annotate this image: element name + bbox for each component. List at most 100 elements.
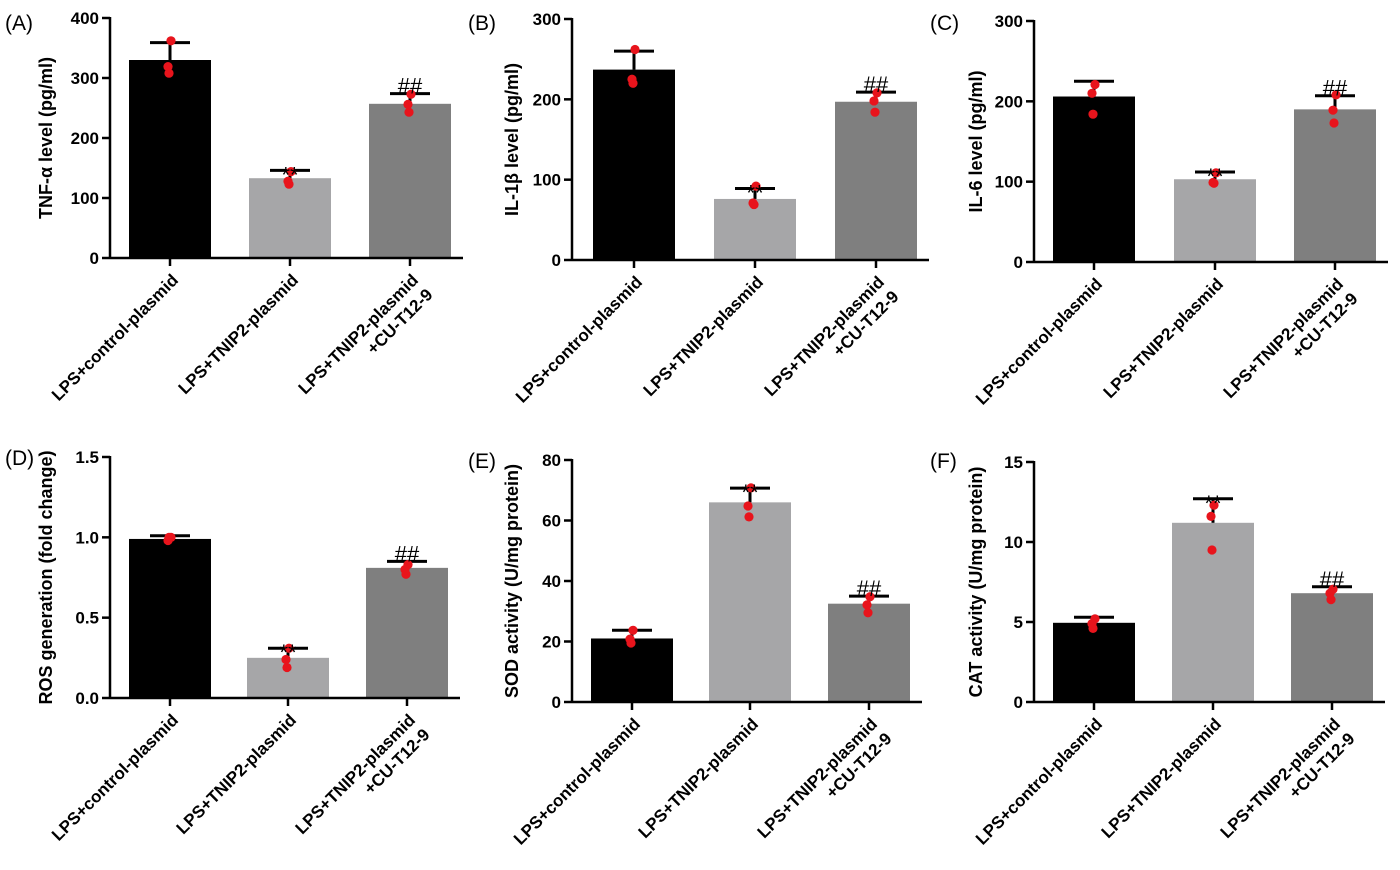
x-tick-label-line: LPS+control-plasmid bbox=[972, 715, 1106, 849]
data-point bbox=[1329, 118, 1339, 128]
x-tick-label: LPS+TNIP2-plasmid bbox=[175, 271, 302, 398]
bar bbox=[249, 178, 331, 258]
y-tick-label: 1.0 bbox=[75, 528, 99, 547]
y-tick-label: 300 bbox=[71, 69, 99, 88]
data-point bbox=[284, 643, 294, 653]
x-tick-label: LPS+TNIP2-plasmid+CU-T12-9 bbox=[292, 711, 434, 853]
significance-label: ** bbox=[741, 480, 759, 505]
y-tick-label: 100 bbox=[995, 173, 1023, 192]
data-point bbox=[869, 96, 879, 106]
data-point bbox=[628, 625, 638, 635]
bar bbox=[709, 502, 791, 702]
significance-label: ## bbox=[864, 72, 889, 97]
x-tick-label: LPS+TNIP2-plasmid bbox=[173, 711, 300, 838]
x-tick-label: LPS+TNIP2-plasmid bbox=[640, 273, 767, 400]
data-point bbox=[863, 608, 873, 618]
x-tick-label: LPS+TNIP2-plasmid+CU-T12-9 bbox=[754, 715, 896, 857]
bar bbox=[1174, 179, 1256, 262]
x-tick-label-line: LPS+TNIP2-plasmid bbox=[640, 273, 767, 400]
bar bbox=[1053, 622, 1135, 702]
x-tick-label: LPS+TNIP2-plasmid bbox=[1100, 275, 1227, 402]
y-axis-label: SOD activity (U/mg protein) bbox=[502, 464, 522, 698]
y-tick-label: 100 bbox=[533, 171, 561, 190]
bar bbox=[366, 567, 448, 698]
data-point bbox=[870, 107, 880, 117]
significance-label: ** bbox=[281, 162, 299, 187]
data-point bbox=[628, 78, 638, 88]
significance-label: ** bbox=[746, 181, 764, 206]
y-tick-label: 100 bbox=[71, 189, 99, 208]
x-tick-label-line: LPS+control-plasmid bbox=[48, 711, 182, 845]
y-axis-label: CAT activity (U/mg protein) bbox=[966, 467, 986, 698]
significance-label: ## bbox=[857, 576, 882, 601]
data-point bbox=[1211, 168, 1221, 178]
y-tick-label: 400 bbox=[71, 9, 99, 28]
data-point bbox=[746, 483, 756, 493]
x-tick-label-line: LPS+TNIP2-plasmid bbox=[1217, 715, 1344, 842]
y-tick-label: 20 bbox=[542, 633, 561, 652]
y-tick-label: 60 bbox=[542, 512, 561, 531]
y-tick-label: 0.0 bbox=[75, 689, 99, 708]
x-tick-label-line: LPS+TNIP2-plasmid bbox=[295, 271, 422, 398]
y-tick-label: 15 bbox=[1004, 453, 1023, 472]
y-tick-label: 40 bbox=[542, 572, 561, 591]
data-point bbox=[1209, 500, 1219, 510]
x-tick-label: LPS+control-plasmid bbox=[972, 275, 1106, 409]
chart-panel: (D) ** ## 0.0 0.5 1.0 1.5 ROS generation (fold … bbox=[5, 447, 460, 853]
y-tick-label: 80 bbox=[542, 451, 561, 470]
data-point bbox=[282, 662, 292, 673]
y-tick-label: 0 bbox=[552, 693, 561, 712]
data-point bbox=[751, 181, 761, 191]
bar bbox=[1294, 109, 1376, 262]
x-tick-label: LPS+control-plasmid bbox=[512, 273, 646, 407]
data-point bbox=[403, 99, 413, 109]
x-tick-label-line: LPS+control-plasmid bbox=[48, 271, 182, 405]
y-tick-label: 1.5 bbox=[75, 448, 99, 467]
y-axis-label: IL-6 level (pg/ml) bbox=[966, 70, 986, 212]
bar bbox=[828, 603, 910, 702]
x-tick-label: LPS+TNIP2-plasmid bbox=[1098, 715, 1225, 842]
significance-label: ## bbox=[1323, 76, 1348, 101]
data-point bbox=[401, 569, 411, 579]
panel-label: (D) bbox=[5, 447, 34, 470]
y-tick-label: 0 bbox=[90, 249, 99, 268]
data-point bbox=[404, 107, 414, 117]
y-tick-label: 200 bbox=[533, 90, 561, 109]
panel-label: (F) bbox=[930, 450, 957, 473]
data-point bbox=[284, 179, 294, 189]
y-tick-label: 5 bbox=[1014, 613, 1023, 632]
panel-label: (A) bbox=[5, 12, 33, 35]
y-tick-label: 10 bbox=[1004, 533, 1023, 552]
significance-label: ## bbox=[398, 74, 423, 99]
y-tick-label: 300 bbox=[533, 10, 561, 29]
data-point bbox=[406, 89, 416, 99]
x-tick-label-line: LPS+TNIP2-plasmid bbox=[173, 711, 300, 838]
data-point bbox=[749, 199, 759, 210]
data-point bbox=[1331, 90, 1341, 100]
panel-label: (B) bbox=[468, 12, 496, 35]
chart-panel: (E) ** ## 0 20 40 60 80 SOD activity (U/mg prote… bbox=[468, 450, 922, 857]
x-tick-label-line: LPS+control-plasmid bbox=[972, 275, 1106, 409]
data-point bbox=[1328, 105, 1338, 115]
data-point bbox=[862, 600, 872, 610]
data-point bbox=[1088, 109, 1098, 119]
bar bbox=[714, 198, 796, 260]
y-tick-label: 200 bbox=[71, 129, 99, 148]
data-point bbox=[1087, 88, 1097, 98]
data-point bbox=[1207, 545, 1217, 555]
x-tick-label: LPS+TNIP2-plasmid+CU-T12-9 bbox=[1220, 275, 1362, 417]
data-point bbox=[865, 592, 875, 602]
x-tick-label: LPS+control-plasmid bbox=[510, 715, 644, 849]
data-point bbox=[1209, 178, 1219, 188]
data-point bbox=[164, 532, 174, 542]
chart-panel: (F) ** ## 0 5 10 15 CAT activity (U/mg protein)… bbox=[930, 450, 1385, 849]
x-tick-label: LPS+control-plasmid bbox=[48, 271, 182, 405]
significance-label: ## bbox=[1320, 567, 1345, 592]
data-point bbox=[164, 68, 174, 78]
x-tick-label: LPS+TNIP2-plasmid+CU-T12-9 bbox=[761, 273, 903, 415]
y-axis-label: IL-1β level (pg/ml) bbox=[502, 63, 522, 216]
x-tick-label-line: LPS+TNIP2-plasmid bbox=[1098, 715, 1225, 842]
y-tick-label: 300 bbox=[995, 12, 1023, 31]
x-tick-label: LPS+control-plasmid bbox=[48, 711, 182, 845]
